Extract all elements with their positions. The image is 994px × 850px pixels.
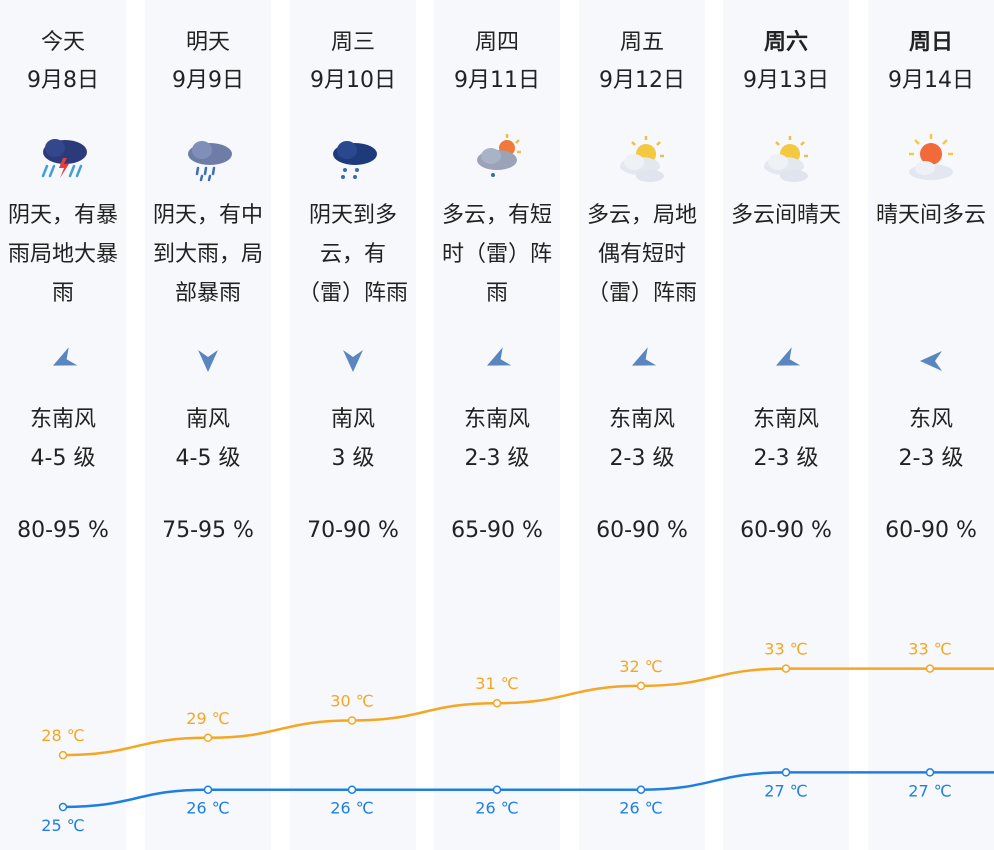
high-temp-point — [347, 716, 357, 725]
wind-direction: 东南风 — [752, 407, 819, 432]
wind-direction: 南风 — [185, 407, 230, 432]
high-temp-label: 33 ℃ — [908, 640, 951, 659]
low-temp-label: 25 ℃ — [41, 816, 84, 835]
weather-description: 多云，有短 时（雷）阵雨 — [441, 203, 552, 306]
date-label: 9月13日 — [743, 68, 829, 93]
low-temp-point — [347, 785, 357, 794]
wind-direction-icon — [487, 347, 512, 366]
wind-direction-icon — [920, 351, 942, 371]
weather-description: 晴天间多云 — [875, 203, 986, 228]
high-temp-point — [492, 698, 502, 708]
weather-description: 多云，局地 偶有短时 （雷）阵雨 — [586, 203, 697, 306]
low-temp-label: 26 ℃ — [475, 799, 518, 818]
heavy-rain-icon — [188, 141, 232, 182]
forecast-day-column: 明天 9月9日 阴天，有中 到大雨，局 部暴雨 南风 4-5 级 75-95 % — [145, 0, 271, 850]
weather-description: 阴天，有暴 雨局地大暴雨 — [7, 203, 118, 306]
date-label: 9月11日 — [454, 68, 540, 93]
day-label: 周四 — [474, 30, 519, 55]
partly-cloudy-icon — [620, 136, 664, 182]
low-temp-point — [925, 768, 935, 777]
thunderstorm-icon — [41, 139, 87, 178]
forecast-day-column: 今天 9月8日 阴天，有暴 雨局地大暴雨 东南风 4-5 级 80-95 % — [0, 0, 126, 850]
forecast-day-column: 周三 9月10日 阴天到多 云，有 （雷）阵雨 南风 3 级 70-90 % — [290, 0, 416, 850]
day-label: 周五 — [619, 30, 664, 55]
date-label: 9月12日 — [599, 68, 685, 93]
high-temp-label: 28 ℃ — [41, 726, 84, 745]
high-temp-line — [62, 667, 994, 757]
day-label: 今天 — [40, 30, 85, 55]
date-label: 9月9日 — [172, 68, 244, 93]
low-temp-point — [203, 785, 213, 794]
light-rain-icon — [333, 141, 377, 179]
date-label: 9月10日 — [310, 68, 396, 93]
low-temp-label: 26 ℃ — [619, 799, 662, 818]
humidity: 65-90 % — [451, 518, 543, 543]
wind-direction: 东风 — [908, 407, 953, 432]
high-temp-label: 33 ℃ — [764, 640, 807, 659]
high-temp-point — [58, 750, 68, 760]
sunny-cloud-icon — [909, 134, 953, 180]
day-label: 明天 — [185, 30, 230, 55]
wind-level: 4-5 级 — [30, 446, 96, 471]
day-label: 周六 — [763, 30, 808, 55]
wind-level: 2-3 级 — [898, 446, 964, 471]
forecast-day-column: 周日 9月14日 晴天间多云 东风 2-3 级 60-90 % — [868, 0, 994, 850]
wind-direction: 东南风 — [29, 407, 96, 432]
wind-level: 2-3 级 — [753, 446, 819, 471]
humidity: 75-95 % — [162, 518, 254, 543]
wind-direction-icon — [343, 350, 363, 372]
weather-description: 多云间晴天 — [730, 203, 841, 228]
wind-direction: 东南风 — [463, 407, 530, 432]
weather-description: 阴天到多 云，有 （雷）阵雨 — [297, 203, 408, 306]
humidity: 60-90 % — [596, 518, 688, 543]
partly-cloudy-icon — [764, 136, 808, 182]
humidity: 60-90 % — [740, 518, 832, 543]
low-temp-point — [492, 785, 502, 794]
high-temp-point — [781, 664, 791, 673]
wind-direction-icon — [632, 347, 657, 366]
humidity: 80-95 % — [17, 518, 109, 543]
forecast-day-column: 周六 9月13日 多云间晴天 东南风 2-3 级 60-90 % — [723, 0, 849, 850]
date-label: 9月8日 — [27, 68, 99, 93]
low-temp-label: 27 ℃ — [764, 781, 807, 800]
high-temp-label: 29 ℃ — [186, 709, 229, 728]
wind-direction-icon — [198, 350, 218, 372]
wind-direction-icon — [776, 347, 801, 366]
forecast-day-column: 周五 9月12日 多云，局地 偶有短时 （雷）阵雨 东南风 2-3 级 60-90 … — [579, 0, 705, 850]
low-temp-label: 26 ℃ — [186, 799, 229, 818]
high-temp-label: 31 ℃ — [475, 674, 518, 693]
wind-level: 2-3 级 — [609, 446, 675, 471]
low-temp-label: 27 ℃ — [908, 781, 951, 800]
low-temp-point — [781, 768, 791, 777]
humidity: 60-90 % — [885, 518, 977, 543]
day-label: 周三 — [330, 30, 375, 55]
wind-level: 2-3 级 — [464, 446, 530, 471]
sun-cloud-rain-icon — [477, 134, 521, 177]
wind-direction: 东南风 — [608, 407, 675, 432]
wind-level: 4-5 级 — [175, 446, 241, 471]
day-label: 周日 — [908, 30, 953, 55]
high-temp-label: 30 ℃ — [330, 692, 373, 711]
low-temp-point — [636, 785, 646, 794]
high-temp-point — [636, 681, 646, 691]
weather-description: 阴天，有中 到大雨，局 部暴雨 — [152, 203, 263, 306]
high-temp-point — [925, 664, 935, 673]
humidity: 70-90 % — [307, 518, 399, 543]
wind-level: 3 级 — [331, 446, 375, 471]
date-label: 9月14日 — [888, 68, 974, 93]
low-temp-label: 26 ℃ — [330, 799, 373, 818]
wind-direction-icon — [53, 347, 78, 366]
low-temp-point — [58, 802, 68, 812]
high-temp-point — [203, 733, 213, 743]
forecast-day-column: 周四 9月11日 多云，有短 时（雷）阵雨 东南风 2-3 级 65-90 % — [434, 0, 560, 850]
wind-direction: 南风 — [330, 407, 375, 432]
high-temp-label: 32 ℃ — [619, 657, 662, 676]
